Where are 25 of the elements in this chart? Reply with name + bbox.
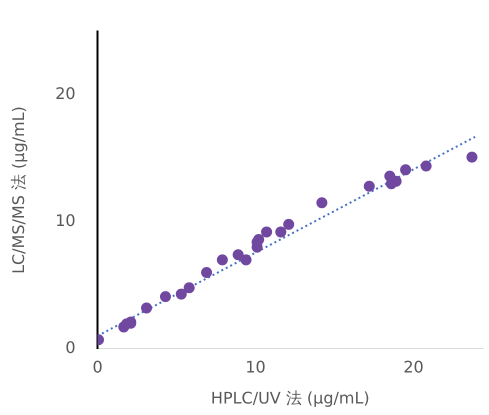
point <box>420 160 432 172</box>
point <box>364 180 375 192</box>
x-tick-label: 0 <box>92 357 103 376</box>
point <box>400 164 412 176</box>
point <box>216 254 228 266</box>
point <box>160 291 171 302</box>
x-tick-label: 20 <box>403 357 424 376</box>
x-tick-label: 10 <box>245 357 266 376</box>
point <box>283 218 294 230</box>
point <box>466 152 478 163</box>
point <box>232 249 244 260</box>
y-axis-title: LC/MS/MS 法 (μg/mL) <box>8 106 28 274</box>
y-tick-label: 0 <box>65 338 76 357</box>
point <box>176 288 187 300</box>
x-axis-title: HPLC/UV 法 (μg/mL) <box>210 388 370 408</box>
point <box>275 226 286 238</box>
point <box>261 226 272 238</box>
y-tick-label: 20 <box>55 84 76 104</box>
point <box>316 197 328 208</box>
y-tick-label: 10 <box>55 210 76 230</box>
point <box>184 282 195 294</box>
point <box>253 234 264 246</box>
point <box>240 254 252 266</box>
point <box>201 267 212 278</box>
point <box>141 302 152 314</box>
